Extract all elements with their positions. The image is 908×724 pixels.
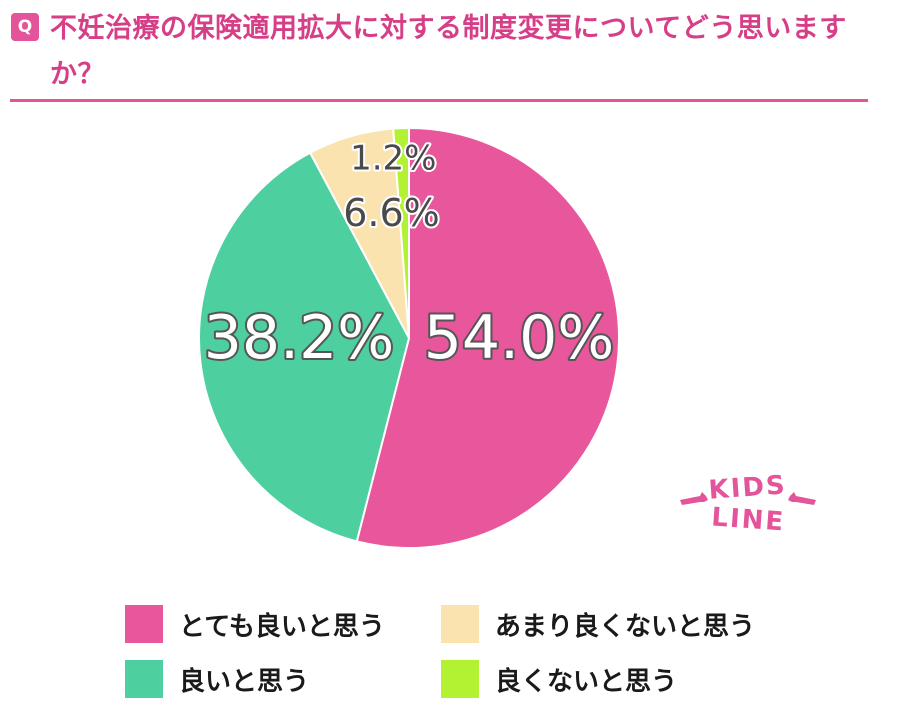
legend-label: あまり良くないと思う xyxy=(495,611,756,642)
legend-swatch xyxy=(441,660,479,698)
logo-left-arm xyxy=(680,492,708,505)
label-not-good: 1.2% xyxy=(350,139,436,179)
label-good: 38.2% xyxy=(204,303,395,373)
logo-right-arm xyxy=(788,492,816,505)
legend-label: 良くないと思う xyxy=(495,666,678,697)
legend-swatch xyxy=(125,660,163,698)
legend-swatch xyxy=(125,605,163,643)
question-badge: Q xyxy=(11,13,39,41)
label-very-good: 54.0% xyxy=(424,303,615,373)
kidsline-logo: KIDS LINE xyxy=(680,470,816,538)
legend-label: 良いと思う xyxy=(179,666,310,697)
slice-good xyxy=(198,151,411,543)
legend-item-not-good: 良くないと思う xyxy=(441,659,677,699)
slice-not-good xyxy=(392,126,410,339)
label-not-so-good: 6.6% xyxy=(343,191,440,235)
slice-very-good xyxy=(355,126,620,549)
question-title: 不妊治療の保険適用拡大に対する制度変更についてどう思いますか？ xyxy=(50,13,847,90)
legend-item-good: 良いと思う xyxy=(125,659,309,699)
legend-item-not-so-good: あまり良くないと思う xyxy=(441,604,755,644)
legend-item-very-good: とても良いと思う xyxy=(125,604,385,644)
legend-label: とても良いと思う xyxy=(179,611,385,642)
legend-swatch xyxy=(441,605,479,643)
logo-text-bottom: LINE xyxy=(710,502,786,537)
title-divider xyxy=(10,99,868,102)
logo-text-top: KIDS xyxy=(708,470,788,505)
